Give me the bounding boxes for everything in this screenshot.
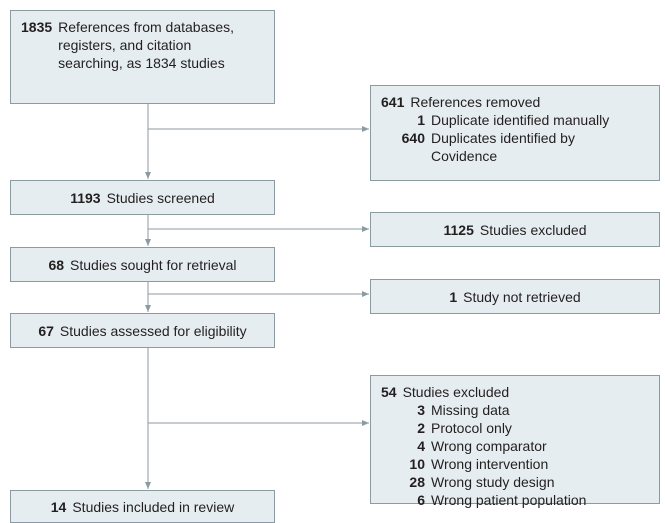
box-heading: 1 Study not retrieved: [449, 288, 580, 306]
flow-box: 14 Studies included in review: [10, 490, 275, 523]
count: 14: [50, 498, 67, 515]
box-heading: 1193 Studies screened: [70, 189, 215, 207]
count: 641: [381, 94, 405, 110]
box-heading: 67 Studies assessed for eligibility: [38, 322, 246, 340]
box-heading: 54 Studies excluded: [381, 383, 649, 401]
item-label: Wrong intervention: [431, 456, 549, 472]
item-count: 28: [409, 474, 425, 490]
flow-box: 1835 References from databases, registers…: [10, 10, 275, 104]
item-list: 3 Missing data 2 Protocol only 4 Wrong compar…: [381, 401, 649, 509]
box-heading: 68 Studies sought for retrieval: [48, 256, 236, 274]
item-count: 1: [417, 112, 425, 128]
item-count: 6: [417, 492, 425, 508]
label: Studies sought for retrieval: [70, 256, 237, 273]
count: 1193: [70, 189, 101, 206]
box-heading: 641 References removed: [381, 93, 649, 111]
item-label: Wrong study design: [431, 474, 555, 490]
label: Studies included in review: [72, 498, 235, 515]
item-label: Wrong comparator: [431, 438, 547, 454]
label: Studies excluded: [479, 221, 587, 238]
count: 1: [449, 288, 458, 305]
flow-box: 54 Studies excluded 3 Missing data 2 Protocol…: [370, 375, 660, 508]
count: 68: [48, 256, 65, 273]
label: References removed: [410, 94, 541, 110]
count: 1125: [443, 221, 474, 238]
flow-box: 67 Studies assessed for eligibility: [10, 313, 275, 348]
count: 67: [38, 322, 54, 339]
item-list: 1 Duplicate identified manually 640 Duplica…: [381, 111, 649, 165]
label: Study not retrieved: [463, 288, 581, 305]
count: 1835: [21, 19, 53, 35]
box-heading: 14 Studies included in review: [51, 498, 234, 516]
label: Studies assessed for eligibility: [59, 322, 247, 339]
label: References from databases, registers, an…: [58, 19, 235, 71]
flow-box: 1 Study not retrieved: [370, 279, 660, 314]
flow-box: 641 References removed 1 Duplicate identifi…: [370, 85, 660, 181]
item-label: Missing data: [431, 402, 510, 418]
item-count: 4: [417, 438, 425, 454]
label: Studies excluded: [402, 384, 510, 400]
flow-box: 1125 Studies excluded: [370, 212, 660, 247]
item-count: 640: [401, 130, 425, 146]
box-heading: 1835 References from databases, registers…: [21, 18, 264, 72]
item-count: 10: [409, 456, 425, 472]
box-heading: 1125 Studies excluded: [443, 221, 586, 239]
label: Studies screened: [106, 189, 215, 206]
count: 54: [381, 384, 397, 400]
item-label: Duplicates identified by Covidence: [431, 130, 575, 164]
item-label: Protocol only: [431, 420, 512, 436]
item-count: 3: [417, 402, 425, 418]
flow-box: 1193 Studies screened: [10, 180, 275, 215]
item-label: Wrong patient population: [431, 492, 587, 508]
item-label: Duplicate identified manually: [431, 112, 610, 128]
item-count: 2: [417, 420, 425, 436]
flow-box: 68 Studies sought for retrieval: [10, 247, 275, 282]
